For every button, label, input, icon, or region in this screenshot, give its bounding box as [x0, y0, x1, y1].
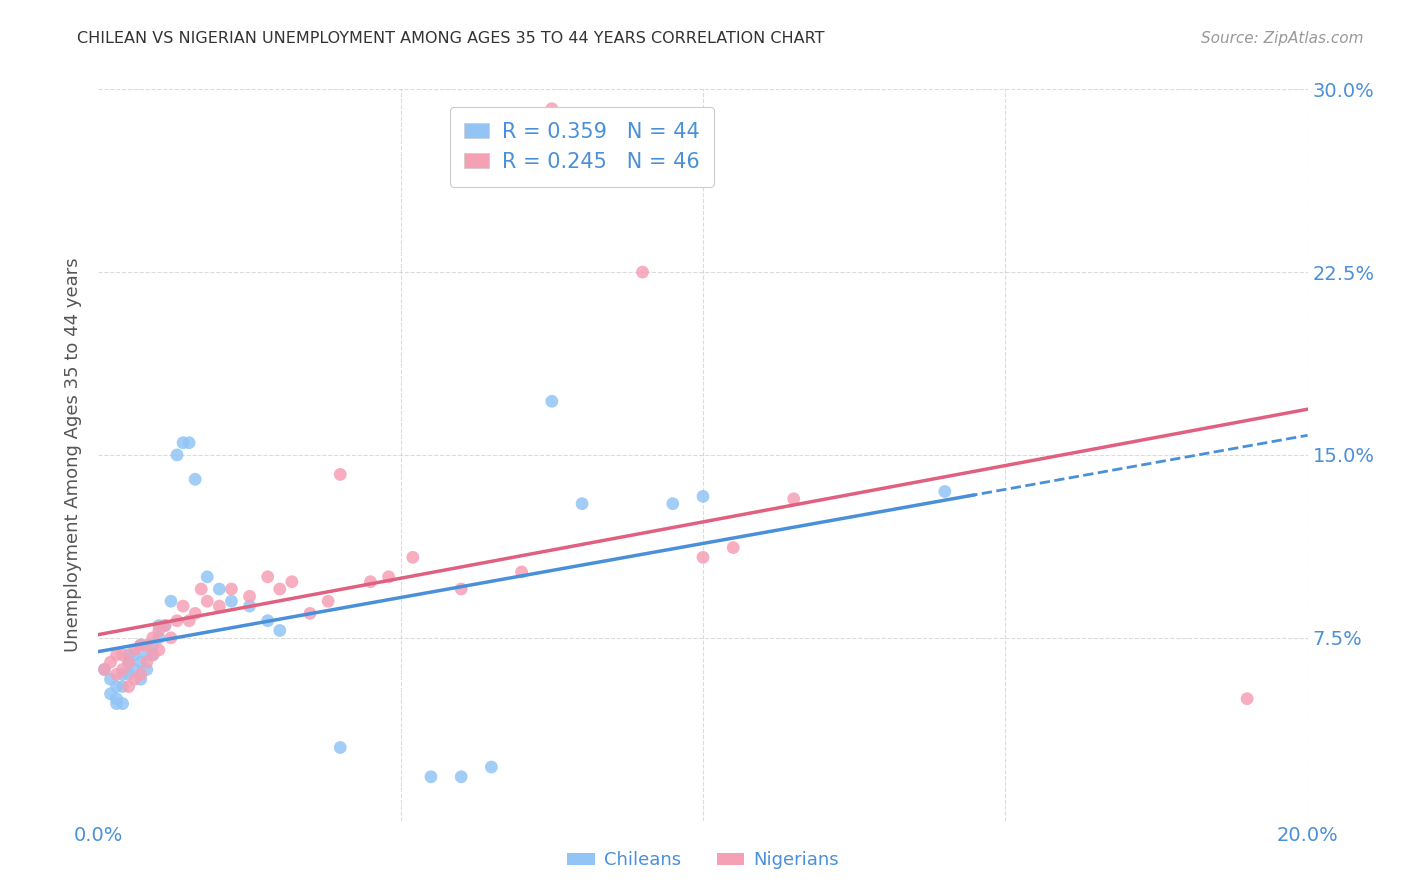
Point	[105, 680, 128, 694]
Point	[166, 614, 188, 628]
Text: Source: ZipAtlas.com: Source: ZipAtlas.com	[1201, 31, 1364, 46]
Point	[510, 565, 533, 579]
Point	[153, 618, 176, 632]
Point	[111, 667, 134, 681]
Point	[105, 648, 128, 662]
Point	[135, 663, 157, 677]
Point	[135, 655, 157, 669]
Point	[172, 435, 194, 450]
Point	[184, 472, 207, 486]
Point	[160, 631, 183, 645]
Point	[540, 394, 562, 409]
Point	[450, 770, 472, 784]
Point	[571, 497, 593, 511]
Point	[111, 663, 134, 677]
Point	[661, 497, 683, 511]
Point	[723, 541, 745, 555]
Point	[450, 582, 472, 596]
Point	[160, 594, 183, 608]
Point	[129, 667, 152, 681]
Point	[124, 648, 146, 662]
Point	[142, 648, 165, 662]
Point	[105, 697, 128, 711]
Point	[100, 672, 122, 686]
Point	[118, 680, 141, 694]
Point	[111, 680, 134, 694]
Point	[124, 663, 146, 677]
Point	[783, 491, 806, 506]
Point	[692, 489, 714, 503]
Point	[100, 687, 122, 701]
Point	[93, 663, 115, 677]
Point	[329, 740, 352, 755]
Point	[129, 672, 152, 686]
Point	[221, 582, 243, 596]
Point	[402, 550, 425, 565]
Point	[1236, 691, 1258, 706]
Point	[148, 643, 170, 657]
Point	[299, 607, 322, 621]
Point	[420, 770, 443, 784]
Point	[481, 760, 503, 774]
Point	[153, 618, 176, 632]
Text: CHILEAN VS NIGERIAN UNEMPLOYMENT AMONG AGES 35 TO 44 YEARS CORRELATION CHART: CHILEAN VS NIGERIAN UNEMPLOYMENT AMONG A…	[77, 31, 825, 46]
Point	[111, 697, 134, 711]
Legend: Chileans, Nigerians: Chileans, Nigerians	[558, 842, 848, 879]
Point	[148, 624, 170, 638]
Point	[184, 607, 207, 621]
Point	[316, 594, 339, 608]
Point	[105, 691, 128, 706]
Point	[100, 655, 122, 669]
Point	[190, 582, 212, 596]
Point	[360, 574, 382, 589]
Point	[208, 582, 231, 596]
Point	[129, 638, 152, 652]
Point	[256, 570, 278, 584]
Point	[239, 599, 262, 613]
Point	[129, 655, 152, 669]
Point	[540, 102, 562, 116]
Point	[934, 484, 956, 499]
Point	[142, 648, 165, 662]
Y-axis label: Unemployment Among Ages 35 to 44 years: Unemployment Among Ages 35 to 44 years	[63, 258, 82, 652]
Point	[124, 643, 146, 657]
Point	[111, 648, 134, 662]
Point	[195, 594, 218, 608]
Point	[124, 672, 146, 686]
Point	[208, 599, 231, 613]
Point	[135, 648, 157, 662]
Point	[142, 638, 165, 652]
Point	[329, 467, 352, 482]
Point	[179, 614, 201, 628]
Point	[239, 590, 262, 604]
Point	[118, 648, 141, 662]
Point	[129, 638, 152, 652]
Legend: R = 0.359   N = 44, R = 0.245   N = 46: R = 0.359 N = 44, R = 0.245 N = 46	[450, 107, 714, 186]
Point	[118, 667, 141, 681]
Point	[377, 570, 399, 584]
Point	[93, 663, 115, 677]
Point	[142, 631, 165, 645]
Point	[118, 655, 141, 669]
Point	[256, 614, 278, 628]
Point	[166, 448, 188, 462]
Point	[148, 631, 170, 645]
Point	[631, 265, 654, 279]
Point	[195, 570, 218, 584]
Point	[269, 624, 291, 638]
Point	[172, 599, 194, 613]
Point	[269, 582, 291, 596]
Point	[221, 594, 243, 608]
Point	[118, 655, 141, 669]
Point	[281, 574, 304, 589]
Point	[105, 667, 128, 681]
Point	[692, 550, 714, 565]
Point	[135, 638, 157, 652]
Point	[148, 618, 170, 632]
Point	[179, 435, 201, 450]
